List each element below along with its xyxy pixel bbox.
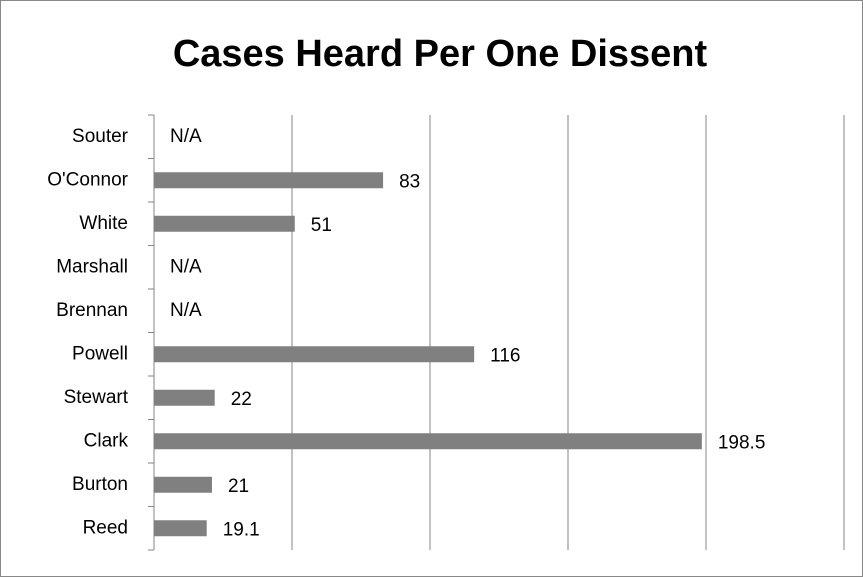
bar: [154, 215, 295, 232]
bar: [154, 520, 207, 537]
data-label: N/A: [170, 300, 202, 321]
y-tick-label: Stewart: [64, 387, 129, 408]
chart-title: Cases Heard Per One Dissent: [173, 33, 708, 75]
data-label: 19.1: [223, 519, 260, 540]
bar: [154, 433, 702, 450]
data-label: 51: [311, 215, 332, 236]
bar: [154, 172, 384, 189]
bar: [154, 346, 475, 363]
data-label: N/A: [170, 256, 202, 277]
data-label: 116: [490, 345, 520, 366]
y-tick-label: Clark: [84, 430, 129, 451]
y-tick-label: Reed: [83, 517, 128, 538]
y-tick-label: Powell: [72, 343, 128, 364]
y-tick-label: O'Connor: [47, 169, 128, 190]
y-tick-label: Brennan: [56, 300, 128, 321]
y-tick-label: White: [79, 213, 128, 234]
y-tick-label: Souter: [72, 126, 129, 147]
data-label: 83: [399, 171, 420, 192]
data-label: N/A: [170, 126, 202, 147]
y-tick-label: Marshall: [56, 256, 128, 277]
data-label: 22: [231, 389, 252, 410]
bar: [154, 389, 215, 406]
bar: [154, 476, 212, 493]
data-label: 198.5: [718, 432, 766, 453]
data-label: 21: [228, 476, 249, 497]
y-tick-label: Burton: [72, 474, 128, 495]
